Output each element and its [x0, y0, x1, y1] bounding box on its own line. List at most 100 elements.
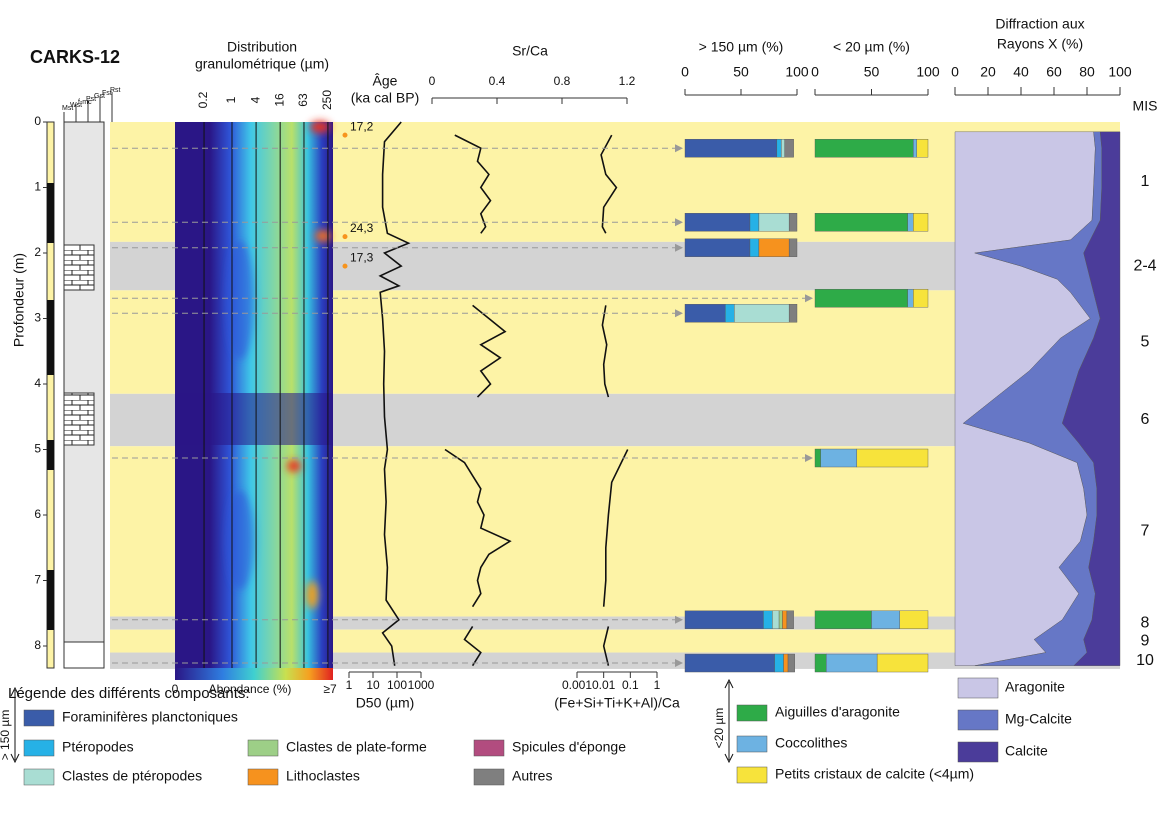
litho-scale — [63, 92, 113, 122]
colorbar-max: ≥7 — [323, 682, 337, 696]
litho-limestone — [63, 244, 95, 291]
fe-tick-label: 0.001 — [562, 678, 592, 692]
xrd-legend-label: Calcite — [1005, 743, 1048, 759]
fe-tick-label: 1 — [654, 678, 661, 692]
mis-label: 5 — [1141, 333, 1150, 350]
lithology-label: Gst — [94, 93, 105, 100]
mis-label: 9 — [1141, 632, 1150, 649]
fe-label: (Fe+Si+Ti+K+Al)/Ca — [554, 695, 680, 711]
fine-segment — [814, 448, 821, 468]
mis-band-left — [110, 393, 175, 447]
age-label: Âge — [373, 73, 398, 89]
d50-label: D50 (µm) — [356, 695, 415, 711]
coarse-segment — [778, 610, 783, 629]
depth-tick-label: 1 — [34, 180, 41, 194]
xrd-legend-swatch — [957, 741, 999, 763]
fine-segment — [856, 448, 929, 468]
grain-size-tick-label: 250 — [320, 90, 334, 110]
xrd-legend-label: Mg-Calcite — [1005, 711, 1072, 727]
sample-arrowhead — [675, 659, 683, 668]
legend-coarse-label: > 150 µm — [0, 710, 12, 761]
xrd-tick-label: 40 — [1013, 64, 1029, 80]
age-value: 17,3 — [350, 250, 374, 264]
fe-tick-label: 0.01 — [592, 678, 616, 692]
depth-tick-label: 6 — [34, 507, 41, 521]
coarse-segment — [788, 304, 798, 323]
grain-size-title: Distribution — [227, 39, 297, 55]
fine-segment — [871, 610, 900, 629]
legend-title: Légende des différents composants: — [8, 685, 250, 702]
litho-limestone — [63, 392, 95, 446]
xrd-legend-swatch — [957, 677, 999, 699]
heatmap-spot — [310, 121, 330, 133]
coarse-segment — [684, 213, 751, 232]
heatmap-spot — [306, 581, 318, 609]
sample-arrowhead — [675, 144, 683, 153]
srca-title: Sr/Ca — [512, 43, 548, 59]
coarse-segment — [758, 213, 790, 232]
d50-tick-label: 100 — [387, 678, 407, 692]
xrd-title: Diffraction aux — [995, 16, 1084, 32]
legend-swatch — [736, 735, 768, 753]
depth-tick-label: 0 — [34, 114, 41, 128]
legend-swatch — [247, 739, 279, 757]
fine-segment — [814, 288, 908, 308]
heatmap-spot — [287, 460, 301, 472]
lithology-column — [46, 92, 113, 669]
fine-segment — [814, 610, 872, 629]
coarse-tick-label: 100 — [785, 64, 809, 80]
mis-band — [333, 629, 1120, 653]
heatmap-spot — [226, 240, 254, 360]
age-point — [342, 132, 348, 138]
legend-arrow — [724, 678, 734, 764]
legend-label: Coccolithes — [775, 735, 847, 751]
depth-axis-label: Profondeur (m) — [11, 253, 27, 347]
coarse-title: > 150 µm (%) — [699, 39, 784, 55]
d50-tick-label: 10 — [366, 678, 380, 692]
lithology-label: Rst — [110, 87, 121, 94]
age-point — [342, 234, 348, 240]
coarse-segment — [786, 610, 794, 629]
mis-band-left — [110, 629, 175, 653]
xrd-title: Rayons X (%) — [997, 36, 1083, 52]
coarse-segment — [684, 238, 751, 257]
srca-tick-label: 0 — [429, 74, 436, 88]
lithology-label: Mst — [62, 105, 73, 112]
fine-segment — [913, 213, 929, 232]
depth-tick-label: 7 — [34, 573, 41, 587]
heatmap-spot — [315, 230, 331, 242]
heatmap-shade — [175, 393, 333, 445]
fine-segment — [814, 653, 827, 673]
lithology-label: Fst — [102, 90, 112, 97]
mis-label: 8 — [1141, 614, 1150, 631]
coarse-segment — [684, 653, 775, 673]
grain-size-tick-label: 16 — [272, 93, 286, 107]
xrd-tick-label: 60 — [1046, 64, 1062, 80]
coarse-segment — [787, 653, 795, 673]
coarse-segment — [684, 610, 764, 629]
coarse-segment — [684, 138, 778, 158]
d50-tick-label: 1 — [346, 678, 353, 692]
coarse-segment — [749, 213, 760, 232]
fe-curve — [600, 134, 629, 666]
fine-segment — [907, 288, 914, 308]
coarse-tick-label: 0 — [681, 64, 689, 80]
fine-segment — [826, 653, 878, 673]
srca-curve — [444, 134, 512, 667]
litho-body — [63, 641, 105, 669]
mis-header: MIS — [1133, 98, 1158, 114]
legend-label: Ptéropodes — [62, 739, 134, 755]
legend-label: Autres — [512, 768, 552, 784]
xrd-area — [1062, 131, 1121, 666]
legend-label: Clastes de plate-forme — [286, 739, 427, 755]
legend-swatch — [23, 739, 55, 757]
xrd-tick-label: 0 — [951, 64, 959, 80]
depth-tick-label: 3 — [34, 311, 41, 325]
fine-segment — [913, 288, 929, 308]
fine-tick-label: 50 — [864, 64, 880, 80]
grain-size-tick-label: 4 — [248, 96, 262, 103]
fine-segment — [899, 610, 929, 629]
lithology-label: f-mc — [78, 99, 92, 106]
